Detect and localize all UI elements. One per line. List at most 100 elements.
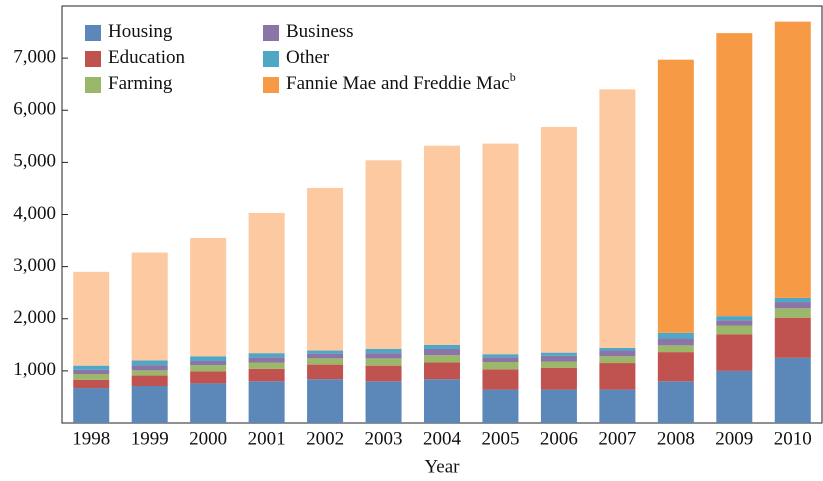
bar-segment <box>307 379 344 423</box>
legend-label-text: Business <box>286 21 354 42</box>
bar-segment <box>482 143 519 355</box>
bar-segment <box>657 345 694 353</box>
bar-segment <box>307 350 344 354</box>
bar-segment <box>131 360 168 366</box>
bar-segment <box>365 353 402 359</box>
x-tick-label: 2003 <box>365 428 403 449</box>
bar-segment <box>716 325 753 335</box>
bar-segment <box>365 348 402 354</box>
bar-segment <box>307 364 344 380</box>
bar-segment <box>599 89 636 348</box>
bar-segment <box>716 334 753 371</box>
bar-segment <box>248 381 285 423</box>
bar-segment <box>190 356 227 361</box>
bar-segment <box>599 363 636 390</box>
bar-segment <box>424 362 460 380</box>
x-tick-label: 1999 <box>131 428 169 449</box>
legend-label: Housing <box>108 21 173 42</box>
bar-segment <box>365 160 402 349</box>
bar-segment <box>307 353 344 359</box>
legend-label: Business <box>286 21 354 42</box>
bar-segment <box>482 362 519 370</box>
bar-segment <box>774 308 811 318</box>
x-tick-label: 2007 <box>598 428 636 449</box>
x-tick-label: 2004 <box>423 428 462 449</box>
bar-segment <box>131 370 168 376</box>
bar-segment <box>73 365 110 370</box>
bar-segment <box>190 237 227 357</box>
x-tick-label: 2010 <box>774 428 812 449</box>
bar-segment <box>73 271 110 366</box>
bar-segment <box>424 348 460 356</box>
legend-swatch <box>85 25 101 41</box>
legend-swatch <box>263 51 279 67</box>
bar-segment <box>716 320 753 326</box>
bar-segment <box>73 388 110 423</box>
bar-segment <box>365 381 402 423</box>
x-tick-label: 2009 <box>715 428 753 449</box>
bar-segment <box>716 316 753 321</box>
bar-segment <box>190 371 227 384</box>
legend-label-text: Other <box>286 47 330 68</box>
x-tick-label: 2000 <box>189 428 227 449</box>
bar-segment <box>424 355 460 363</box>
x-tick-label: 1998 <box>72 428 110 449</box>
legend-label-text: Farming <box>108 73 173 94</box>
bar-segment <box>540 367 577 390</box>
y-tick-label: 7,000 <box>13 46 56 67</box>
legend-swatch <box>85 77 101 93</box>
x-tick-label: 2002 <box>306 428 344 449</box>
bar-segment <box>657 59 694 333</box>
legend-label: Other <box>286 47 330 68</box>
legend-label: Education <box>108 47 186 68</box>
bar-segment <box>365 365 402 382</box>
legend-swatch <box>263 25 279 41</box>
y-tick-label: 1,000 <box>13 359 56 380</box>
bar-segment <box>716 33 753 317</box>
bar-segment <box>248 353 285 358</box>
bar-segment <box>131 375 168 386</box>
bar-segment <box>657 352 694 382</box>
bar-segment <box>248 212 285 354</box>
legend-label-text: Fannie Mae and Freddie Mac <box>286 73 510 94</box>
bar-segment <box>190 360 227 366</box>
bar-segment <box>540 361 577 368</box>
bar-segment <box>482 354 519 358</box>
legend-swatch <box>263 77 279 93</box>
y-tick-label: 2,000 <box>13 307 56 328</box>
bar-segment <box>190 383 227 423</box>
bar-segment <box>365 358 402 366</box>
bar-segment <box>131 365 168 371</box>
bar-segment <box>657 332 694 339</box>
x-tick-label: 2006 <box>540 428 578 449</box>
bar-segment <box>131 385 168 423</box>
bar-segment <box>482 369 519 390</box>
x-tick-label: 2005 <box>481 428 519 449</box>
bar-segment <box>774 302 811 309</box>
bar-segment <box>307 358 344 365</box>
bar-segment <box>248 368 285 382</box>
bar-segment <box>248 362 285 369</box>
y-tick-label: 5,000 <box>13 151 56 172</box>
x-tick-label: 2008 <box>657 428 695 449</box>
bar-segment <box>657 338 694 346</box>
bar-segment <box>716 370 753 423</box>
bar-segment <box>190 365 227 372</box>
y-tick-label: 6,000 <box>13 99 56 120</box>
bar-segment <box>424 145 460 345</box>
bar-segment <box>424 379 460 423</box>
legend-superscript: b <box>510 70 516 84</box>
bar-segment <box>657 381 694 423</box>
bar-segment <box>599 347 636 351</box>
bar-segment <box>774 357 811 423</box>
bar-segment <box>540 389 577 423</box>
bar-segment <box>774 317 811 358</box>
y-tick-label: 3,000 <box>13 255 56 276</box>
bar-segment <box>248 357 285 363</box>
bar-segment <box>424 344 460 349</box>
legend-label: Farming <box>108 73 173 94</box>
bar-segment <box>73 369 110 375</box>
legend-label: Fannie Mae and Freddie Macb <box>286 70 516 95</box>
